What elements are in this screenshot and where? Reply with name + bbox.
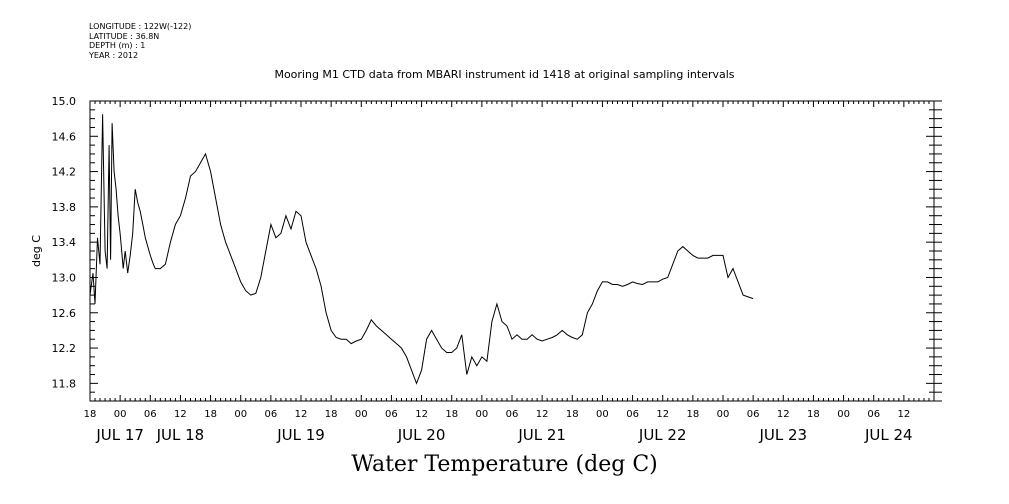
y-tick-label: 15.0	[52, 95, 77, 108]
x-hour-tick-label: 00	[234, 409, 247, 420]
x-hour-tick-label: 18	[445, 409, 458, 420]
y-tick-label: 12.2	[52, 342, 77, 355]
y-tick-label: 14.6	[52, 130, 77, 143]
x-hour-tick-label: 18	[84, 409, 97, 420]
x-hour-tick-label: 12	[897, 409, 910, 420]
x-axis-variable-label: Water Temperature (deg C)	[351, 452, 658, 477]
x-hour-tick-label: 06	[506, 409, 519, 420]
x-day-label: JUL 21	[517, 426, 566, 444]
meta-year: YEAR : 2012	[89, 50, 139, 60]
x-hour-tick-label: 00	[355, 409, 368, 420]
y-tick-label: 12.6	[52, 307, 77, 320]
meta-longitude: LONGITUDE : 122W(-122)	[89, 22, 192, 31]
meta-latitude: LATITUDE : 36.8N	[89, 31, 160, 41]
y-tick-label: 14.2	[52, 166, 77, 179]
x-hour-tick-label: 12	[656, 409, 669, 420]
x-hour-tick-label: 18	[807, 409, 820, 420]
x-hour-tick-label: 00	[596, 409, 609, 420]
x-day-label: JUL 23	[758, 426, 807, 444]
x-day-label: JUL 18	[156, 426, 205, 444]
x-day-label: JUL 20	[397, 426, 446, 444]
y-tick-label: 11.8	[52, 377, 77, 390]
meta-depth: DEPTH (m) : 1	[89, 41, 146, 51]
chart-title: Mooring M1 CTD data from MBARI instrumen…	[274, 68, 735, 81]
x-hour-tick-label: 12	[174, 409, 187, 420]
y-tick-label: 13.0	[52, 271, 77, 284]
x-hour-tick-label: 00	[114, 409, 127, 420]
x-hour-tick-label: 12	[777, 409, 790, 420]
x-day-label: JUL 22	[638, 426, 687, 444]
metadata-block: LONGITUDE : 122W(-122) LATITUDE : 36.8N …	[89, 22, 191, 60]
x-hour-tick-label: 06	[626, 409, 639, 420]
x-hour-tick-label: 06	[747, 409, 760, 420]
x-hour-tick-label: 18	[686, 409, 699, 420]
x-hour-tick-label: 12	[536, 409, 549, 420]
x-hour-tick-label: 18	[204, 409, 217, 420]
y-tick-label: 13.4	[52, 236, 77, 249]
x-day-label: JUL 24	[864, 426, 913, 444]
x-hour-tick-label: 06	[867, 409, 880, 420]
x-hour-tick-label: 18	[566, 409, 579, 420]
x-hour-tick-label: 12	[415, 409, 428, 420]
temperature-series-line	[89, 114, 754, 385]
x-hour-tick-label: 06	[264, 409, 277, 420]
y-tick-label: 13.8	[52, 201, 77, 214]
x-hour-tick-label: 06	[144, 409, 157, 420]
x-hour-tick-label: 06	[385, 409, 398, 420]
x-hour-tick-label: 12	[295, 409, 308, 420]
x-hour-tick-label: 00	[475, 409, 488, 420]
x-day-label: JUL 17	[95, 426, 144, 444]
x-hour-tick-label: 00	[837, 409, 850, 420]
x-hour-tick-label: 00	[717, 409, 730, 420]
x-hour-tick-label: 18	[325, 409, 338, 420]
y-axis-label: deg C	[30, 235, 43, 267]
x-day-label: JUL 19	[276, 426, 325, 444]
plot-frame	[89, 100, 935, 402]
